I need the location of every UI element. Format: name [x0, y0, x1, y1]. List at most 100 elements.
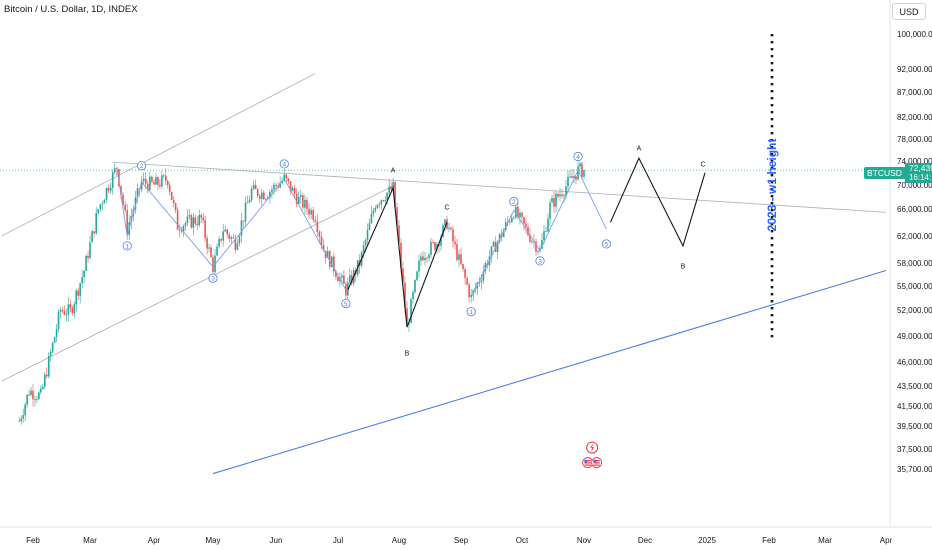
candle[interactable]: [71, 305, 74, 316]
candle[interactable]: [153, 179, 155, 185]
candle[interactable]: [523, 216, 525, 231]
candle[interactable]: [535, 238, 537, 256]
projected-wave-abc[interactable]: [609, 156, 706, 248]
candle[interactable]: [372, 207, 375, 217]
candle[interactable]: [248, 195, 251, 203]
candle[interactable]: [163, 173, 165, 179]
candle[interactable]: [573, 169, 575, 184]
candle[interactable]: [273, 182, 275, 196]
gray-trendline[interactable]: [112, 161, 887, 213]
candle[interactable]: [240, 213, 243, 243]
candle[interactable]: [382, 199, 385, 203]
candle[interactable]: [430, 237, 432, 259]
candle[interactable]: [575, 176, 577, 185]
candle[interactable]: [30, 387, 32, 397]
candle[interactable]: [502, 227, 505, 238]
event-icon-flag[interactable]: [582, 457, 594, 469]
candle[interactable]: [308, 202, 310, 219]
candle[interactable]: [180, 226, 183, 234]
candle[interactable]: [424, 252, 426, 266]
candle[interactable]: [432, 239, 434, 245]
candle[interactable]: [42, 384, 44, 390]
candle[interactable]: [295, 188, 298, 208]
candle[interactable]: [289, 181, 292, 195]
candle[interactable]: [20, 415, 23, 425]
candle[interactable]: [49, 348, 52, 362]
candle[interactable]: [581, 161, 583, 179]
candle[interactable]: [65, 308, 68, 322]
candle[interactable]: [448, 222, 450, 233]
candle[interactable]: [83, 270, 85, 284]
candle[interactable]: [161, 170, 163, 190]
candle[interactable]: [55, 323, 58, 343]
candle[interactable]: [206, 234, 208, 255]
candle[interactable]: [73, 301, 76, 319]
candle[interactable]: [406, 300, 408, 325]
candle[interactable]: [238, 233, 241, 247]
candle[interactable]: [198, 209, 201, 228]
candle[interactable]: [182, 224, 185, 238]
candle[interactable]: [368, 218, 371, 231]
candle[interactable]: [107, 184, 110, 194]
candle[interactable]: [545, 226, 547, 233]
candle[interactable]: [34, 395, 36, 407]
candle[interactable]: [172, 196, 175, 208]
candle[interactable]: [426, 256, 428, 263]
candle[interactable]: [287, 178, 290, 185]
candle[interactable]: [561, 188, 563, 199]
candle[interactable]: [85, 254, 87, 272]
trendlines[interactable]: [1, 73, 887, 475]
candle[interactable]: [553, 191, 555, 214]
candle[interactable]: [452, 225, 454, 248]
candle[interactable]: [537, 250, 539, 256]
candle[interactable]: [583, 169, 585, 180]
candle[interactable]: [101, 201, 104, 211]
candle[interactable]: [490, 246, 493, 263]
candle[interactable]: [390, 181, 392, 191]
candle[interactable]: [555, 191, 557, 213]
candle[interactable]: [386, 192, 388, 205]
candle[interactable]: [26, 394, 28, 409]
candle[interactable]: [210, 244, 212, 258]
candle[interactable]: [113, 163, 116, 175]
candle[interactable]: [230, 235, 233, 244]
candle[interactable]: [170, 191, 173, 201]
candle[interactable]: [312, 206, 314, 223]
candle[interactable]: [214, 248, 216, 276]
candle[interactable]: [18, 416, 21, 422]
candle[interactable]: [53, 336, 56, 343]
candle[interactable]: [250, 186, 253, 203]
candle[interactable]: [196, 216, 199, 230]
candle[interactable]: [38, 390, 40, 401]
gray-trendline[interactable]: [1, 73, 316, 237]
candle[interactable]: [337, 273, 339, 282]
candle[interactable]: [40, 385, 42, 395]
candle[interactable]: [384, 196, 387, 204]
candle[interactable]: [285, 173, 288, 183]
candle[interactable]: [155, 173, 157, 185]
candle[interactable]: [293, 184, 296, 199]
candle[interactable]: [263, 189, 265, 200]
corrective-wave-abc[interactable]: [347, 185, 448, 328]
candle[interactable]: [464, 266, 466, 285]
gray-trendline[interactable]: [1, 184, 396, 382]
candle[interactable]: [422, 251, 424, 262]
candle[interactable]: [571, 168, 573, 179]
candle[interactable]: [492, 240, 495, 248]
candle[interactable]: [302, 192, 304, 211]
candle[interactable]: [165, 168, 167, 186]
candle[interactable]: [111, 169, 114, 195]
candle[interactable]: [59, 306, 62, 319]
candle[interactable]: [509, 219, 511, 226]
currency-button[interactable]: USD: [892, 3, 926, 20]
candle[interactable]: [43, 371, 46, 390]
candle[interactable]: [109, 182, 112, 194]
candle[interactable]: [468, 282, 470, 303]
candle[interactable]: [151, 175, 153, 184]
candle[interactable]: [304, 194, 306, 215]
candle[interactable]: [45, 367, 48, 379]
candle[interactable]: [218, 236, 220, 249]
candle[interactable]: [275, 182, 277, 192]
candle[interactable]: [236, 238, 239, 251]
